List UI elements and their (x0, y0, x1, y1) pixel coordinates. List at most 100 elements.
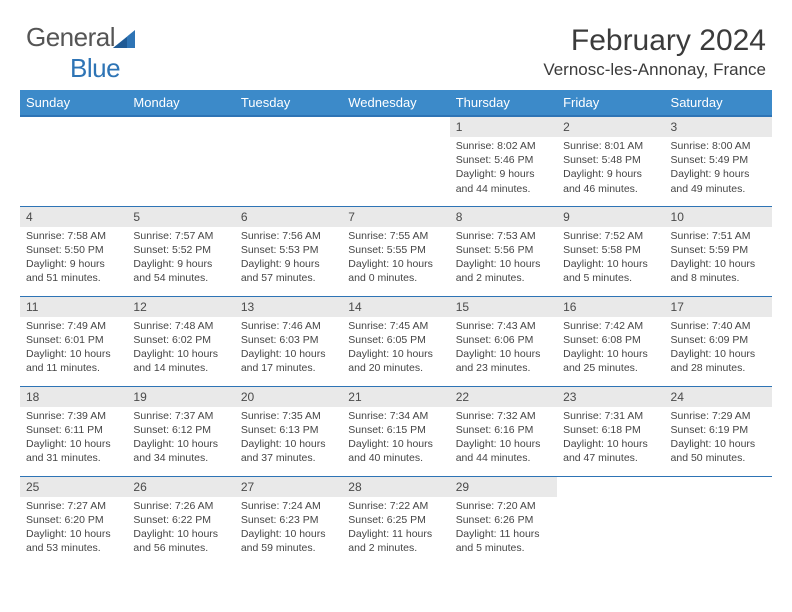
calendar-day-cell (557, 476, 664, 566)
day-details: Sunrise: 7:52 AMSunset: 5:58 PMDaylight:… (557, 227, 664, 290)
day-details: Sunrise: 7:49 AMSunset: 6:01 PMDaylight:… (20, 317, 127, 380)
day-number: 1 (450, 117, 557, 137)
sunrise-line: Sunrise: 7:32 AM (456, 409, 551, 423)
calendar-day-cell: 12Sunrise: 7:48 AMSunset: 6:02 PMDayligh… (127, 296, 234, 386)
sunrise-line: Sunrise: 7:49 AM (26, 319, 121, 333)
daylight-line: Daylight: 9 hours and 46 minutes. (563, 167, 658, 195)
sunrise-line: Sunrise: 7:55 AM (348, 229, 443, 243)
daylight-line: Daylight: 10 hours and 56 minutes. (133, 527, 228, 555)
day-number: 4 (20, 207, 127, 227)
day-number: 15 (450, 297, 557, 317)
sunset-line: Sunset: 5:50 PM (26, 243, 121, 257)
day-number: 2 (557, 117, 664, 137)
day-details: Sunrise: 7:26 AMSunset: 6:22 PMDaylight:… (127, 497, 234, 560)
calendar-week-row: 25Sunrise: 7:27 AMSunset: 6:20 PMDayligh… (20, 476, 772, 566)
calendar-day-cell: 26Sunrise: 7:26 AMSunset: 6:22 PMDayligh… (127, 476, 234, 566)
day-number: 6 (235, 207, 342, 227)
day-details: Sunrise: 8:02 AMSunset: 5:46 PMDaylight:… (450, 137, 557, 200)
weekday-header-friday: Friday (557, 90, 664, 116)
daylight-line: Daylight: 9 hours and 51 minutes. (26, 257, 121, 285)
sunrise-line: Sunrise: 8:02 AM (456, 139, 551, 153)
calendar-day-cell: 7Sunrise: 7:55 AMSunset: 5:55 PMDaylight… (342, 206, 449, 296)
daylight-line: Daylight: 11 hours and 2 minutes. (348, 527, 443, 555)
day-details: Sunrise: 7:29 AMSunset: 6:19 PMDaylight:… (665, 407, 772, 470)
day-details: Sunrise: 7:56 AMSunset: 5:53 PMDaylight:… (235, 227, 342, 290)
daylight-line: Daylight: 10 hours and 40 minutes. (348, 437, 443, 465)
daylight-line: Daylight: 10 hours and 2 minutes. (456, 257, 551, 285)
calendar-day-cell: 10Sunrise: 7:51 AMSunset: 5:59 PMDayligh… (665, 206, 772, 296)
sunset-line: Sunset: 6:09 PM (671, 333, 766, 347)
brand-logo: General Blue (26, 22, 135, 84)
day-details: Sunrise: 7:46 AMSunset: 6:03 PMDaylight:… (235, 317, 342, 380)
daylight-line: Daylight: 11 hours and 5 minutes. (456, 527, 551, 555)
day-details: Sunrise: 7:58 AMSunset: 5:50 PMDaylight:… (20, 227, 127, 290)
daylight-line: Daylight: 10 hours and 50 minutes. (671, 437, 766, 465)
daylight-line: Daylight: 10 hours and 14 minutes. (133, 347, 228, 375)
calendar-day-cell: 8Sunrise: 7:53 AMSunset: 5:56 PMDaylight… (450, 206, 557, 296)
sunrise-line: Sunrise: 7:35 AM (241, 409, 336, 423)
sunrise-line: Sunrise: 7:53 AM (456, 229, 551, 243)
sunrise-line: Sunrise: 7:48 AM (133, 319, 228, 333)
day-details: Sunrise: 7:24 AMSunset: 6:23 PMDaylight:… (235, 497, 342, 560)
day-number: 19 (127, 387, 234, 407)
day-number: 20 (235, 387, 342, 407)
daylight-line: Daylight: 10 hours and 8 minutes. (671, 257, 766, 285)
weekday-header-saturday: Saturday (665, 90, 772, 116)
sunset-line: Sunset: 6:05 PM (348, 333, 443, 347)
calendar-day-cell: 25Sunrise: 7:27 AMSunset: 6:20 PMDayligh… (20, 476, 127, 566)
day-number: 11 (20, 297, 127, 317)
day-number: 23 (557, 387, 664, 407)
daylight-line: Daylight: 10 hours and 31 minutes. (26, 437, 121, 465)
sunset-line: Sunset: 6:06 PM (456, 333, 551, 347)
day-details: Sunrise: 7:40 AMSunset: 6:09 PMDaylight:… (665, 317, 772, 380)
calendar-day-cell: 27Sunrise: 7:24 AMSunset: 6:23 PMDayligh… (235, 476, 342, 566)
day-number-empty (127, 117, 234, 137)
day-number: 26 (127, 477, 234, 497)
daylight-line: Daylight: 9 hours and 44 minutes. (456, 167, 551, 195)
day-details: Sunrise: 7:31 AMSunset: 6:18 PMDaylight:… (557, 407, 664, 470)
sunrise-line: Sunrise: 7:31 AM (563, 409, 658, 423)
calendar-day-cell: 1Sunrise: 8:02 AMSunset: 5:46 PMDaylight… (450, 116, 557, 206)
day-number: 27 (235, 477, 342, 497)
sunrise-line: Sunrise: 7:29 AM (671, 409, 766, 423)
sunrise-line: Sunrise: 7:45 AM (348, 319, 443, 333)
day-number-empty (557, 477, 664, 497)
day-details: Sunrise: 7:42 AMSunset: 6:08 PMDaylight:… (557, 317, 664, 380)
day-number: 9 (557, 207, 664, 227)
sunrise-line: Sunrise: 7:46 AM (241, 319, 336, 333)
day-number-empty (665, 477, 772, 497)
sunrise-line: Sunrise: 7:37 AM (133, 409, 228, 423)
sunrise-line: Sunrise: 7:27 AM (26, 499, 121, 513)
calendar-day-cell: 13Sunrise: 7:46 AMSunset: 6:03 PMDayligh… (235, 296, 342, 386)
daylight-line: Daylight: 10 hours and 0 minutes. (348, 257, 443, 285)
daylight-line: Daylight: 9 hours and 54 minutes. (133, 257, 228, 285)
sunrise-line: Sunrise: 8:00 AM (671, 139, 766, 153)
calendar-day-cell: 17Sunrise: 7:40 AMSunset: 6:09 PMDayligh… (665, 296, 772, 386)
sunrise-line: Sunrise: 8:01 AM (563, 139, 658, 153)
calendar-day-cell (342, 116, 449, 206)
calendar-week-row: 1Sunrise: 8:02 AMSunset: 5:46 PMDaylight… (20, 116, 772, 206)
day-number: 21 (342, 387, 449, 407)
daylight-line: Daylight: 10 hours and 11 minutes. (26, 347, 121, 375)
calendar-week-row: 18Sunrise: 7:39 AMSunset: 6:11 PMDayligh… (20, 386, 772, 476)
sunset-line: Sunset: 5:49 PM (671, 153, 766, 167)
sunset-line: Sunset: 5:46 PM (456, 153, 551, 167)
sunset-line: Sunset: 5:48 PM (563, 153, 658, 167)
sunset-line: Sunset: 6:02 PM (133, 333, 228, 347)
sunrise-line: Sunrise: 7:22 AM (348, 499, 443, 513)
calendar-day-cell: 21Sunrise: 7:34 AMSunset: 6:15 PMDayligh… (342, 386, 449, 476)
day-number: 5 (127, 207, 234, 227)
daylight-line: Daylight: 10 hours and 44 minutes. (456, 437, 551, 465)
day-number: 13 (235, 297, 342, 317)
calendar-day-cell: 16Sunrise: 7:42 AMSunset: 6:08 PMDayligh… (557, 296, 664, 386)
day-details: Sunrise: 7:22 AMSunset: 6:25 PMDaylight:… (342, 497, 449, 560)
day-details: Sunrise: 7:32 AMSunset: 6:16 PMDaylight:… (450, 407, 557, 470)
day-number-empty (342, 117, 449, 137)
calendar-day-cell (665, 476, 772, 566)
day-details: Sunrise: 7:51 AMSunset: 5:59 PMDaylight:… (665, 227, 772, 290)
day-number: 3 (665, 117, 772, 137)
sunset-line: Sunset: 5:53 PM (241, 243, 336, 257)
sunset-line: Sunset: 6:16 PM (456, 423, 551, 437)
sunrise-line: Sunrise: 7:51 AM (671, 229, 766, 243)
sunset-line: Sunset: 6:13 PM (241, 423, 336, 437)
